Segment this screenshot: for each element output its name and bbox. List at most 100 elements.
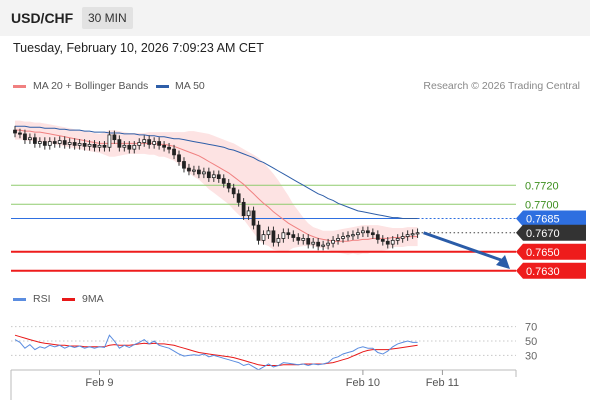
level-tag-0.7685 [516,210,586,227]
level-label-0.7685: 0.7685 [526,214,560,226]
candle-body [281,232,286,239]
candle-body [321,244,326,247]
candle-body [251,210,256,226]
candle-body [62,140,67,145]
rsi-tick-70: 70 [525,322,537,334]
candle-body [196,169,201,175]
research-credit: Research © 2026 Trading Central [423,80,580,92]
candle-body [162,144,166,148]
candle-body [316,241,321,247]
forecast-arrow-layer [423,231,510,269]
forecast-arrow-head [496,255,510,269]
candle-body [286,232,291,236]
candle-body [117,139,122,148]
candle-body [42,141,47,146]
candle-body [415,232,420,235]
candle-body [57,140,62,144]
candle-body [211,174,216,179]
candle-body [375,234,380,240]
ma20-legend-label: MA 20 + Bollinger Bands [33,80,149,92]
level-label-0.7700: 0.7700 [525,199,559,211]
rsi-legend-swatch [13,298,26,301]
rsi-tick-50: 50 [525,336,537,348]
candle-body [67,142,72,145]
candle-body [291,234,296,238]
candle-body [236,193,241,203]
candle-body [157,141,162,146]
candle-body [187,167,191,172]
ma50-legend-label: MA 50 [175,80,205,92]
rsi-line [14,334,418,371]
candle-body [167,146,171,150]
candle-body [172,148,176,156]
candle-body [97,144,102,148]
candle-body [122,144,127,148]
candle-body [107,134,112,148]
candle-body [311,241,316,245]
ma20-line [15,129,418,242]
candle-body [400,236,405,239]
candle-body [326,242,331,246]
candle-body [231,187,236,195]
symbol-title: USD/CHF [11,10,74,26]
candle-body [201,171,206,175]
level-label-0.7650: 0.7650 [526,247,560,259]
candle-body [152,141,157,145]
moving-averages-layer [15,125,418,242]
x-tick-label: Feb 10 [346,377,380,389]
level-label-0.7630: 0.7630 [526,266,560,278]
candle-body [132,144,137,150]
candle-body [266,230,271,236]
candle-body [276,238,281,243]
candle-body [365,230,370,234]
candle-body [356,232,360,236]
rsi-panel: 30 50 70 [11,322,537,371]
rsi-ma-legend-label: 9MA [82,293,104,305]
candle-body [410,233,415,236]
level-label-0.7720: 0.7720 [525,180,559,192]
candle-body [256,224,261,241]
candle-body [37,141,42,144]
candle-body [271,230,276,243]
candle-body [177,154,181,162]
candle-body [127,144,132,150]
candle-body [221,178,226,184]
candle-body [142,139,147,143]
candle-body [385,240,390,245]
candle-body [23,133,27,141]
candle-body [390,239,395,245]
candle-body [241,201,246,217]
time-axis: Feb 9 Feb 10 Feb 11 [10,369,517,400]
candle-body [341,236,345,239]
timeframe-button[interactable]: 30 MIN [82,7,133,29]
candle-body [206,171,211,179]
candle-body [82,143,87,147]
ma50-line [15,125,418,219]
candle-body [380,238,385,242]
candle-body [370,232,375,236]
candle-body [72,142,77,146]
ma50-legend-swatch [156,85,169,88]
candle-body [351,234,355,237]
candle-body [52,141,57,144]
rsi-legend-label: RSI [33,293,51,305]
bollinger-band-layer [15,120,418,255]
candle-body [87,143,92,147]
level-labels-layer: 0.7720 0.7700 0.7685 0.7670 0.7650 0.7630 [516,180,586,279]
datetime-label: Tuesday, February 10, 2026 7:09:23 AM CE… [13,41,264,55]
candle-body [182,161,186,169]
candle-body [47,141,52,146]
level-tag-0.7670 [516,224,586,241]
candle-body [361,230,365,234]
candle-body [92,143,97,148]
candle-body [405,234,410,237]
candle-body [261,234,266,241]
candle-body [137,142,142,146]
candle-body [32,137,37,144]
candle-body [18,132,22,135]
candle-body [28,137,32,141]
rsi-ma-legend-swatch [62,298,75,301]
candles-layer [13,125,420,251]
x-tick-label: Feb 11 [426,377,459,389]
